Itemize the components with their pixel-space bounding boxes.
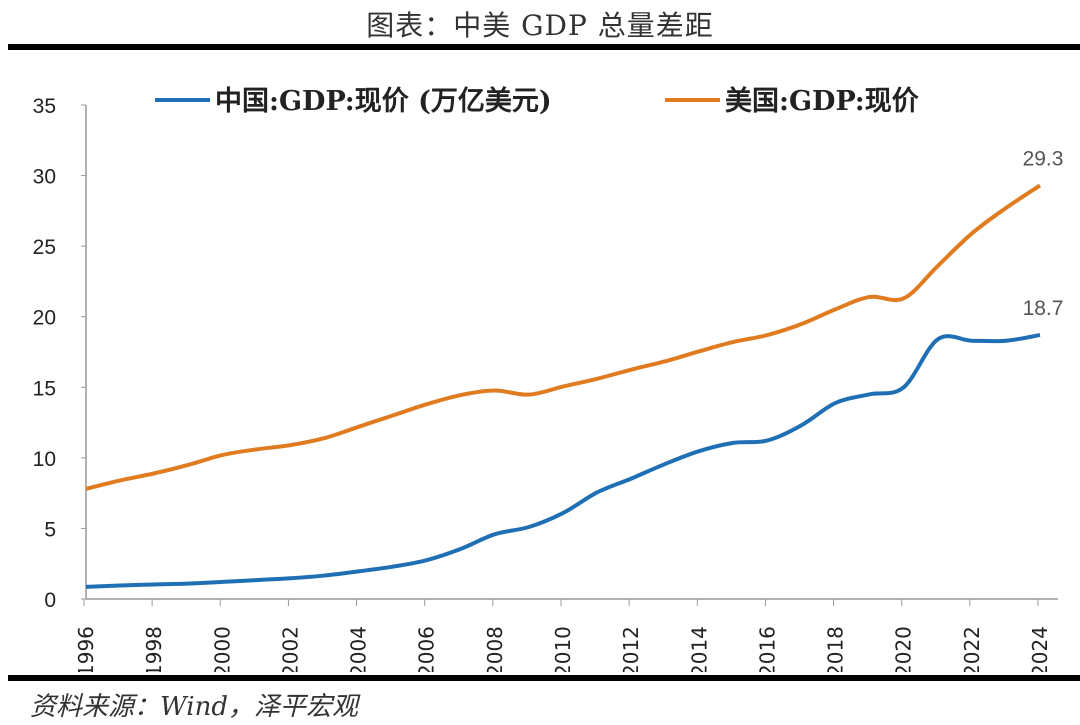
x-tick-label: 2006 — [415, 626, 439, 672]
legend-label-us: 美国:GDP:现价 — [725, 85, 920, 117]
x-tick-label: 2016 — [755, 626, 779, 672]
x-tick-label: 2014 — [687, 626, 711, 672]
x-tick-label: 2018 — [824, 626, 848, 672]
top-rule — [8, 44, 1080, 50]
line-chart: 0 5 10 15 20 25 30 35 1996 1998 2000 2002 2004 2006 20… — [33, 85, 1064, 672]
x-tick-label: 2022 — [960, 626, 984, 672]
series-line-china — [85, 333, 1041, 589]
y-tick-label: 0 — [44, 589, 56, 612]
x-tick-label: 2000 — [210, 626, 234, 672]
end-label-china: 18.7 — [1023, 297, 1064, 320]
series-line-us — [85, 183, 1042, 491]
y-tick-label: 35 — [33, 95, 56, 118]
y-tick-label: 25 — [33, 236, 56, 259]
bottom-rule — [8, 675, 1080, 681]
source-note: 资料来源：Wind，泽平宏观 — [30, 692, 358, 722]
y-tick-label: 30 — [33, 166, 56, 189]
x-tick-label: 2020 — [892, 626, 916, 672]
x-tick-label: 2024 — [1028, 626, 1052, 672]
x-tick-label: 1996 — [74, 626, 98, 672]
end-label-us: 29.3 — [1023, 147, 1064, 170]
y-tick-label: 5 — [44, 518, 56, 541]
x-tick-label: 1998 — [142, 626, 166, 672]
y-tick-label: 15 — [33, 377, 56, 400]
x-tick-label: 2012 — [619, 626, 643, 672]
chart-title: 图表：中美 GDP 总量差距 — [366, 9, 714, 42]
y-tick-label: 10 — [33, 448, 56, 471]
x-tick-label: 2002 — [278, 626, 302, 672]
legend-label-china: 中国:GDP:现价 (万亿美元) — [215, 85, 552, 117]
x-tick-label: 2010 — [551, 626, 575, 672]
y-tick-label: 20 — [33, 307, 56, 330]
x-tick-label: 2008 — [483, 626, 507, 672]
x-tick-label: 2004 — [347, 626, 371, 672]
